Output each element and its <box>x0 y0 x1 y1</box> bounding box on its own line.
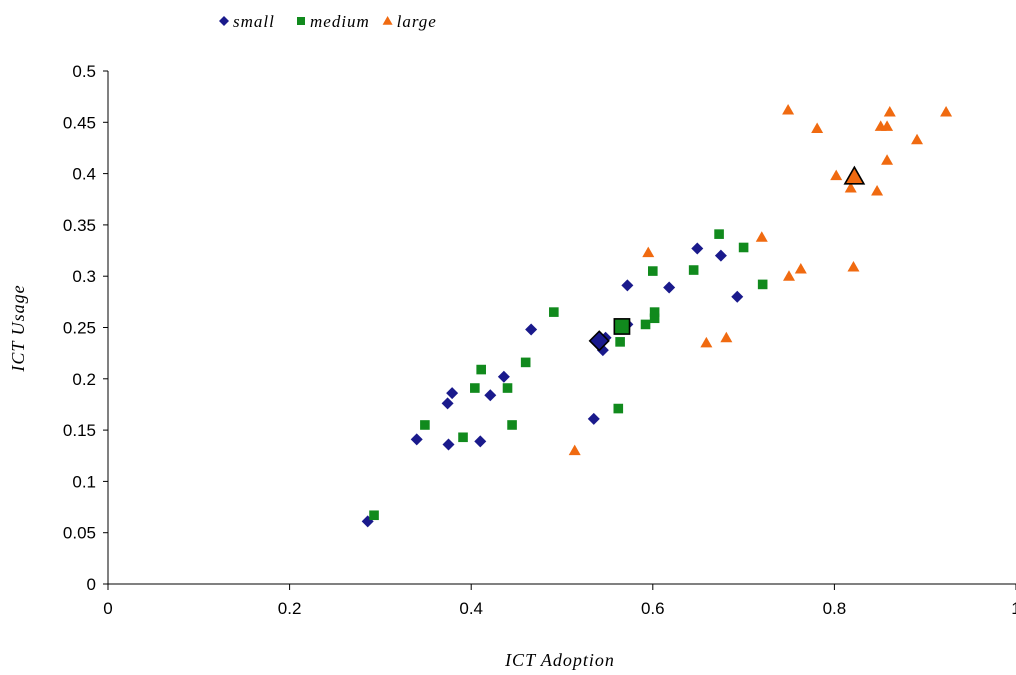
small-mean-marker <box>588 330 610 352</box>
medium-point <box>648 266 658 276</box>
large-point <box>883 106 896 117</box>
large-point <box>720 331 733 343</box>
y-tick-label: 0.4 <box>72 165 96 184</box>
large-point <box>782 103 795 115</box>
small-point <box>525 323 538 336</box>
large-point <box>911 133 924 145</box>
large-point <box>881 120 894 131</box>
mean-markers <box>588 165 866 352</box>
x-tick-label: 0.2 <box>278 599 302 618</box>
medium-point <box>649 307 660 317</box>
medium-point <box>738 242 749 253</box>
legend-marker-medium <box>297 17 305 25</box>
medium-point <box>369 510 379 521</box>
large-point <box>700 336 713 348</box>
medium-point <box>613 403 624 414</box>
medium-point <box>458 432 468 443</box>
large-point <box>568 444 581 456</box>
y-tick-label: 0.15 <box>63 421 96 440</box>
y-tick-label: 0.3 <box>72 267 96 286</box>
y-tick-label: 0.05 <box>63 524 96 543</box>
large-point <box>830 169 843 181</box>
medium-point <box>470 383 480 393</box>
medium-mean-marker <box>613 318 631 335</box>
x-tick-label: 1 <box>1011 599 1016 618</box>
large-point <box>642 246 655 258</box>
medium-point <box>520 357 531 368</box>
medium-point <box>615 337 625 347</box>
medium-point <box>549 307 559 317</box>
large-point <box>783 270 795 281</box>
axes: 0 0.05 0.1 0.15 0.2 0.25 0.3 0.35 0.4 0.45 0.5 0 0.2… <box>63 62 1016 618</box>
medium-point <box>640 319 651 330</box>
small-point <box>731 290 744 303</box>
large-mean-marker <box>843 165 866 185</box>
legend: small medium large <box>219 12 437 31</box>
large-point <box>811 122 824 133</box>
small-point <box>497 370 510 383</box>
large-point <box>794 263 807 274</box>
small-point <box>691 242 704 255</box>
small-point <box>587 412 600 425</box>
large-point <box>871 185 884 196</box>
y-tick-label: 0.35 <box>63 216 96 235</box>
large-point <box>844 181 857 193</box>
y-tick-label: 0 <box>87 575 96 594</box>
medium-point <box>476 364 486 375</box>
large-point <box>847 260 860 272</box>
legend-label-small: small <box>233 12 275 31</box>
y-axis-title: ICT Usage <box>8 284 28 372</box>
y-tick-label: 0.2 <box>72 370 96 389</box>
small-point <box>484 389 497 402</box>
legend-item-medium: medium <box>297 12 370 31</box>
medium-point <box>757 279 768 290</box>
data-points <box>361 103 953 528</box>
medium-point <box>507 420 517 430</box>
small-point <box>446 387 459 400</box>
medium-point <box>502 383 513 393</box>
medium-point <box>714 229 724 239</box>
large-point <box>940 106 953 117</box>
y-tick-label: 0.5 <box>72 62 96 81</box>
legend-item-large: large <box>382 12 437 31</box>
small-point <box>441 397 454 410</box>
x-axis-title: ICT Adoption <box>504 650 615 670</box>
large-point <box>755 231 768 242</box>
legend-label-medium: medium <box>310 12 370 31</box>
x-tick-label: 0 <box>103 599 112 618</box>
small-point <box>410 433 423 446</box>
y-tick-label: 0.1 <box>72 472 96 491</box>
legend-marker-small <box>219 16 229 26</box>
large-point <box>881 154 894 165</box>
small-point <box>714 249 727 262</box>
legend-marker-large <box>382 16 393 25</box>
medium-point <box>688 265 699 275</box>
legend-label-large: large <box>397 12 437 31</box>
y-tick-label: 0.25 <box>63 319 96 338</box>
small-point <box>474 435 487 448</box>
legend-item-small: small <box>219 12 275 31</box>
small-point <box>442 438 455 451</box>
x-tick-label: 0.6 <box>641 599 665 618</box>
small-point <box>621 279 634 292</box>
x-tick-label: 0.4 <box>459 599 483 618</box>
x-tick-label: 0.8 <box>823 599 847 618</box>
small-point <box>663 281 676 294</box>
medium-point <box>649 313 660 324</box>
y-tick-label: 0.45 <box>63 113 96 132</box>
medium-point <box>420 420 430 430</box>
